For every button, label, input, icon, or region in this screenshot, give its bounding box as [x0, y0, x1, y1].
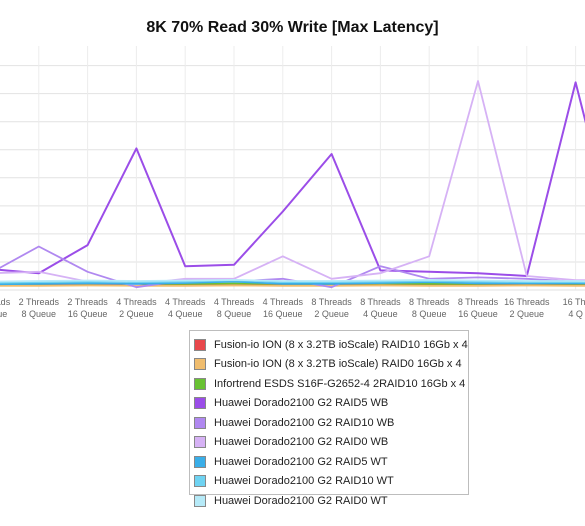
- x-axis-labels: 2 Threads 4 Queue 2 Threads 8 Queue 2 Thread…: [0, 297, 585, 319]
- x-tick-label: 8 Queue: [217, 309, 252, 319]
- legend-item[interactable]: Huawei Dorado2100 G2 RAID10 WT: [194, 472, 468, 492]
- legend-swatch: [194, 475, 206, 488]
- x-tick-label: 4 Queue: [363, 309, 398, 319]
- legend-label: Huawei Dorado2100 G2 RAID10 WT: [214, 475, 394, 488]
- legend-item[interactable]: Huawei Dorado2100 G2 RAID5 WB: [194, 394, 468, 414]
- legend-label: Huawei Dorado2100 G2 RAID5 WB: [214, 397, 389, 410]
- legend-label: Huawei Dorado2100 G2 RAID10 WB: [214, 416, 395, 429]
- x-tick-label: 8 Queue: [412, 309, 447, 319]
- x-tick-label: 2 Queue: [119, 309, 154, 319]
- legend-swatch: [194, 494, 206, 507]
- legend-label: Fusion-io ION (8 x 3.2TB ioScale) RAID10…: [214, 338, 468, 351]
- series-layer: [0, 80, 585, 289]
- legend-item[interactable]: Infortrend ESDS S16F-G2652-4 2RAID10 16G…: [194, 374, 468, 394]
- line-chart-plot: 2 Threads 4 Queue 2 Threads 8 Queue 2 Thread…: [0, 46, 585, 319]
- series-line-7: [0, 279, 585, 284]
- legend-swatch: [194, 338, 206, 351]
- x-tick-label: 16 Threads: [504, 297, 550, 307]
- x-tick-label: 4 Threads: [116, 297, 157, 307]
- x-tick-label: 16 Thr: [563, 297, 585, 307]
- series-line-6: [0, 280, 585, 286]
- legend-item[interactable]: Fusion-io ION (8 x 3.2TB ioScale) RAID0 …: [194, 355, 468, 375]
- x-tick-label: 4 Q: [568, 309, 583, 319]
- x-tick-label: 2 Queue: [314, 309, 349, 319]
- x-tick-label: 4 Threads: [263, 297, 304, 307]
- legend-item[interactable]: Huawei Dorado2100 G2 RAID0 WB: [194, 433, 468, 453]
- x-tick-label: 8 Threads: [409, 297, 450, 307]
- legend-item[interactable]: Fusion-io ION (8 x 3.2TB ioScale) RAID10…: [194, 335, 468, 355]
- series-line-3: [0, 81, 585, 277]
- legend-item[interactable]: Huawei Dorado2100 G2 RAID0 WT: [194, 491, 468, 511]
- legend-label: Huawei Dorado2100 G2 RAID0 WT: [214, 494, 388, 507]
- legend-label: Huawei Dorado2100 G2 RAID0 WB: [214, 436, 389, 449]
- legend-label: Huawei Dorado2100 G2 RAID5 WT: [214, 455, 388, 468]
- legend-item[interactable]: Huawei Dorado2100 G2 RAID10 WB: [194, 413, 468, 433]
- x-tick-label: 4 Queue: [168, 309, 203, 319]
- x-tick-label: 4 Queue: [0, 309, 7, 319]
- legend-swatch: [194, 455, 206, 468]
- x-tick-label: 8 Threads: [360, 297, 401, 307]
- x-tick-label: 4 Threads: [214, 297, 255, 307]
- legend: Fusion-io ION (8 x 3.2TB ioScale) RAID10…: [189, 330, 469, 507]
- x-tick-label: 4 Threads: [165, 297, 206, 307]
- x-tick-label: 2 Threads: [67, 297, 108, 307]
- series-line-8: [0, 278, 585, 283]
- legend-label: Fusion-io ION (8 x 3.2TB ioScale) RAID0 …: [214, 358, 462, 371]
- x-tick-label: 2 Threads: [0, 297, 11, 307]
- x-tick-label: 2 Queue: [510, 309, 545, 319]
- x-tick-label: 16 Queue: [68, 309, 108, 319]
- legend-label: Infortrend ESDS S16F-G2652-4 2RAID10 16G…: [214, 377, 466, 390]
- x-tick-label: 8 Queue: [22, 309, 57, 319]
- legend-item[interactable]: Huawei Dorado2100 G2 RAID5 WT: [194, 452, 468, 472]
- chart-title: 8K 70% Read 30% Write [Max Latency]: [146, 19, 439, 36]
- x-tick-label: 8 Threads: [311, 297, 352, 307]
- legend-swatch: [194, 358, 206, 371]
- legend-swatch: [194, 397, 206, 410]
- legend-swatch: [194, 377, 206, 390]
- x-tick-label: 2 Threads: [19, 297, 60, 307]
- x-tick-label: 8 Threads: [458, 297, 499, 307]
- legend-swatch: [194, 416, 206, 429]
- x-tick-label: 16 Queue: [263, 309, 303, 319]
- legend-swatch: [194, 436, 206, 449]
- x-tick-label: 16 Queue: [458, 309, 498, 319]
- grid: [0, 46, 585, 291]
